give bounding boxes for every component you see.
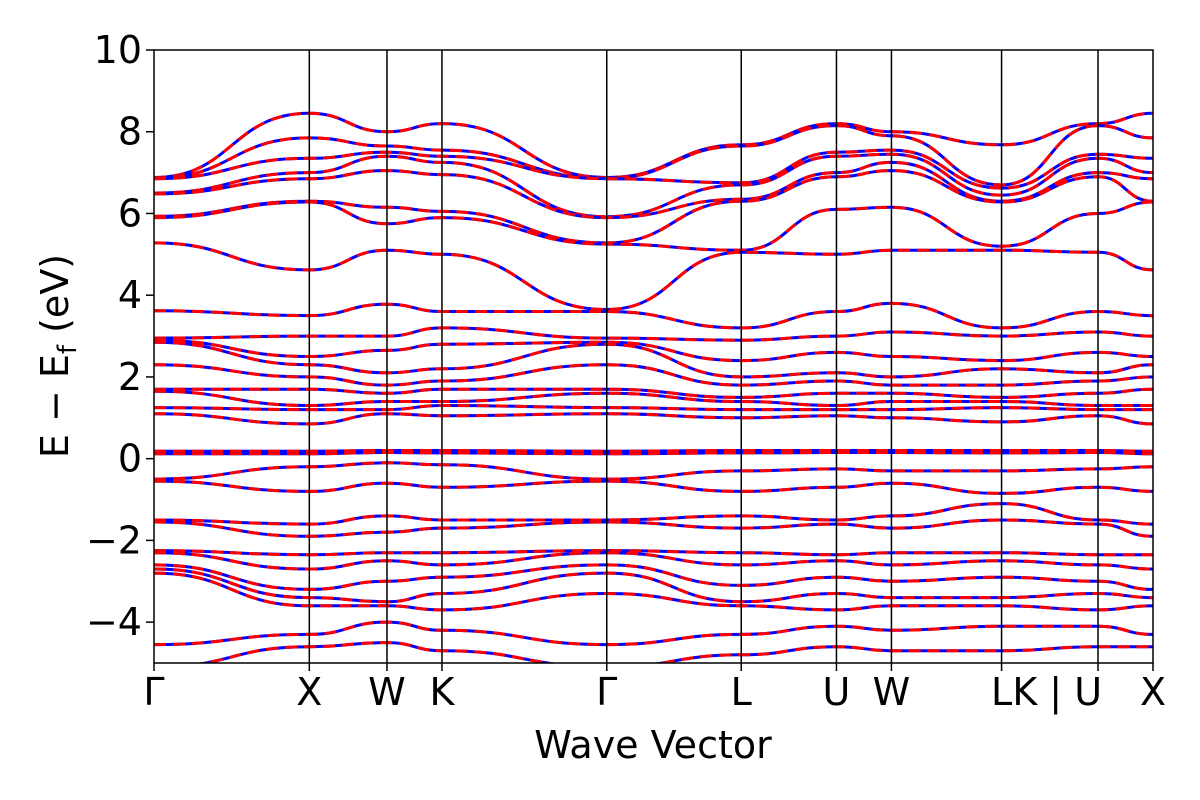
band-28-spin-down (154, 571, 1153, 612)
y-tick-label-4: 4 (118, 273, 142, 317)
band-6-spin-down (154, 169, 1153, 245)
band-22-spin-down (154, 502, 1153, 526)
y-axis-title-subscript: f (53, 344, 83, 354)
y-axis-ticks: −4 −2 0 2 4 6 8 10 (86, 28, 154, 644)
band-3-spin-down (154, 148, 1153, 190)
band-11-spin-down (154, 338, 1153, 363)
x-tick-label-4: Γ (596, 670, 617, 714)
band-16-spin-down (154, 403, 1153, 412)
x-tick-label-3: K (429, 670, 455, 714)
band-1-spin-up (154, 111, 1153, 180)
y-tick-label-1: −2 (86, 518, 142, 562)
band-21-spin-down (154, 479, 1153, 495)
band-12-spin-down (154, 340, 1153, 379)
band-9-spin-down (154, 301, 1153, 330)
band-7-spin-down (154, 200, 1153, 252)
x-tick-label-6: U (823, 670, 851, 714)
y-tick-label-6: 8 (118, 110, 142, 154)
band-20-spin-down (154, 461, 1153, 481)
band-17-spin-down (154, 412, 1153, 426)
x-axis-title: Wave Vector (534, 723, 772, 767)
band-24-spin-down (154, 549, 1153, 557)
x-tick-label-5: L (731, 670, 752, 714)
x-tick-label-9: K | U (1012, 670, 1102, 715)
band-13-spin-down (154, 363, 1153, 387)
band-27-spin-down (154, 567, 1153, 604)
band-10-spin-down (154, 326, 1153, 342)
band-2-spin-up (154, 124, 1153, 187)
band-19-spin-down (154, 450, 1153, 456)
x-tick-label-8: L (991, 670, 1012, 714)
band-6-spin-up (154, 169, 1153, 245)
band-15-spin-down (154, 389, 1153, 408)
plot-frame (153, 49, 1154, 664)
band-14-spin-down (154, 387, 1153, 399)
band-29-spin-down (154, 620, 1153, 647)
y-axis-title: E − Ef (eV) (33, 254, 83, 458)
y-tick-label-2: 0 (118, 437, 142, 481)
band-8-spin-down (154, 241, 1153, 312)
x-tick-label-7: W (873, 670, 911, 714)
band-26-spin-down (154, 563, 1153, 591)
y-tick-label-0: −4 (86, 600, 142, 644)
y-tick-label-7: 10 (94, 28, 142, 72)
x-tick-label-2: W (368, 670, 406, 714)
band-25-spin-down (154, 551, 1153, 571)
y-tick-label-5: 6 (118, 191, 142, 235)
band-8-spin-up (154, 241, 1153, 312)
high-symmetry-lines (308, 50, 1099, 663)
x-tick-label-10: X (1140, 670, 1166, 714)
x-tick-label-1: X (296, 670, 322, 714)
band-2-spin-down (154, 124, 1153, 187)
y-axis-title-main: E − E (33, 354, 77, 458)
y-tick-label-3: 2 (118, 355, 142, 399)
band-30-spin-down (195, 641, 1153, 663)
y-axis-title-group: E − Ef (eV) (33, 254, 83, 458)
band-23-spin-down (154, 518, 1153, 538)
band-4-spin-down (154, 152, 1153, 219)
band-18-spin-down (154, 448, 1153, 453)
bands-layer (154, 111, 1153, 663)
y-axis-title-unit: (eV) (33, 254, 77, 345)
x-tick-label-0: Γ (143, 670, 164, 714)
